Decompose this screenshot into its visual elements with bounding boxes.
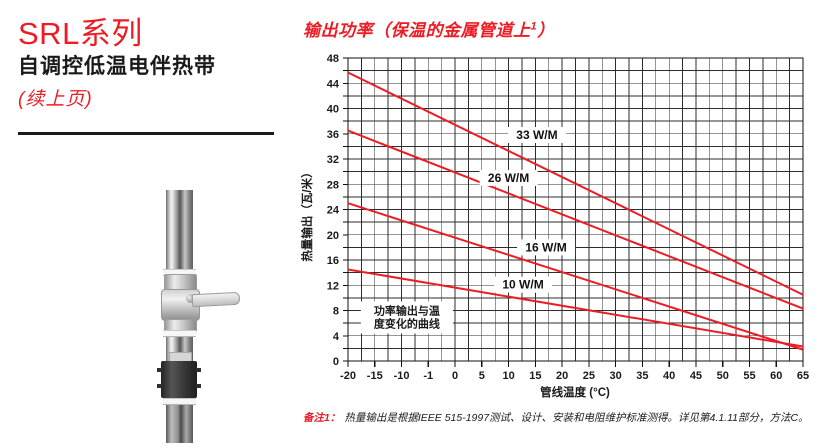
- y-tick-label: 0: [333, 356, 339, 368]
- series-label-box: [507, 127, 566, 144]
- y-tick-label: 24: [327, 205, 340, 217]
- series-label-box: [517, 239, 576, 256]
- chart-ticks: -20 -15 -10 -1 0 5 10 15 20 25 30 35 40 45 50 55 60 65484…: [327, 53, 809, 382]
- annotation-text: 度变化的曲线: [374, 316, 440, 330]
- y-tick-label: 8: [333, 306, 339, 318]
- y-tick-label: 32: [327, 154, 339, 166]
- bolt: [196, 384, 201, 388]
- y-tick-label: 48: [327, 53, 339, 65]
- x-tick-label: -10: [394, 370, 410, 382]
- bolt: [157, 384, 162, 388]
- annotation-text: 功率输出与温: [374, 303, 440, 317]
- left-column: SRL系列 自调控低温电伴热带 (续上页): [0, 0, 290, 443]
- x-tick-label: -1: [423, 370, 433, 382]
- x-tick-label: 25: [583, 370, 595, 382]
- y-tick-label: 36: [327, 129, 339, 141]
- x-tick-label: 15: [529, 370, 541, 382]
- x-tick-label: 55: [743, 370, 755, 382]
- series-line-16-w-m: [347, 202, 804, 351]
- series-label: 16 W/M: [525, 240, 566, 254]
- chart-series: [347, 71, 804, 351]
- product-photo: [122, 186, 252, 448]
- y-tick-label: 20: [327, 230, 339, 242]
- x-tick-label: 30: [610, 370, 622, 382]
- x-tick-label: 35: [636, 370, 648, 382]
- power-output-chart: -20 -15 -10 -1 0 5 10 15 20 25 30 35 40 45 50 55 60 65484…: [300, 53, 809, 399]
- valve-handle-nut: [186, 294, 195, 303]
- flange-band: [163, 330, 196, 337]
- series-label-box: [479, 169, 538, 186]
- x-tick-label: 20: [556, 370, 568, 382]
- valve-handle: [191, 291, 241, 308]
- annotation-box: [360, 301, 453, 334]
- x-tick-label: -20: [340, 370, 356, 382]
- y-tick-label: 44: [327, 78, 340, 90]
- y-tick-label: 4: [333, 331, 340, 343]
- chart-title-footnote-ref: 1: [530, 20, 538, 33]
- x-tick-label: 65: [797, 370, 809, 382]
- footnote-text: 热量输出是根据IEEE 515-1997测试、设计、安装和电阻维护标准测得。详见…: [344, 412, 809, 424]
- bolt: [196, 368, 201, 372]
- series-line-10-w-m: [347, 268, 804, 348]
- x-tick-label: 40: [663, 370, 675, 382]
- series-line-26-w-m: [347, 129, 804, 310]
- series-label: 33 W/M: [516, 128, 557, 142]
- series-line-33-w-m: [347, 71, 804, 296]
- chart-title-text: 输出功率（保温的金属管道上: [303, 21, 531, 40]
- page-subtitle: 自调控低温电伴热带: [18, 55, 216, 78]
- x-tick-label: 60: [770, 370, 782, 382]
- y-tick-label: 16: [327, 255, 339, 267]
- x-tick-label: 0: [452, 370, 458, 382]
- page-title: SRL系列: [18, 16, 143, 51]
- x-tick-label: -15: [367, 370, 383, 382]
- bolt: [157, 368, 162, 372]
- x-tick-label: 50: [717, 370, 729, 382]
- y-tick-label: 28: [327, 179, 339, 191]
- series-label-box: [494, 276, 553, 293]
- footnote-label: 备注1：: [303, 412, 341, 424]
- x-tick-label: 45: [690, 370, 702, 382]
- chart-title-close: ）: [537, 21, 555, 40]
- y-tick-label: 12: [327, 280, 339, 292]
- divider: [18, 132, 274, 135]
- x-tick-label: 10: [502, 370, 514, 382]
- chart-title: 输出功率（保温的金属管道上1）: [303, 16, 555, 41]
- continuation-note: (续上页): [18, 89, 93, 110]
- y-axis-title: 热量输出（瓦/米）: [300, 166, 314, 261]
- footnote: 备注1： 热量输出是根据IEEE 515-1997测试、设计、安装和电阻维护标准测…: [303, 410, 828, 425]
- heating-tape-connection-block: [161, 361, 197, 398]
- flange-band: [163, 398, 196, 405]
- x-axis-title: 管线温度 (°C): [540, 385, 610, 399]
- y-tick-label: 40: [327, 104, 339, 116]
- pipe-lower-segment: [166, 403, 193, 443]
- series-label: 10 W/M: [502, 278, 543, 292]
- series-label: 26 W/M: [488, 171, 529, 185]
- x-tick-label: 5: [479, 370, 485, 382]
